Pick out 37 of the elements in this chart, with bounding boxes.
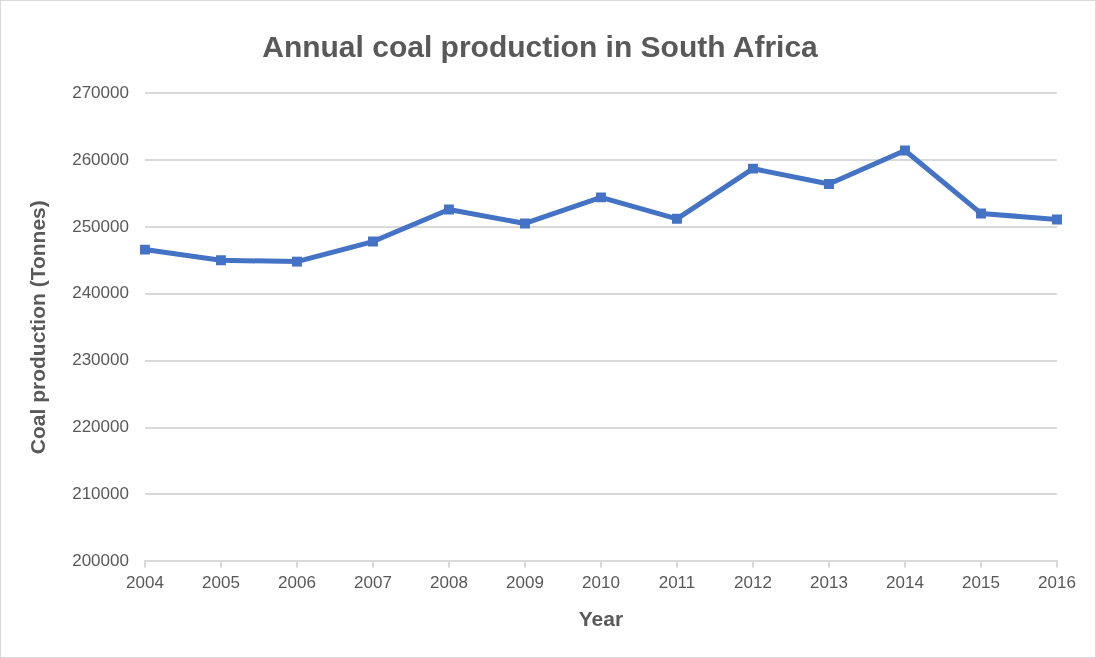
point <box>1052 214 1062 225</box>
x-tick-label: 2015 <box>962 573 1000 593</box>
x-tick-label: 2010 <box>582 573 620 593</box>
point <box>291 256 302 267</box>
y-tick-label: 250000 <box>72 216 129 236</box>
point <box>976 208 986 219</box>
y-tick-label: 230000 <box>72 350 129 370</box>
chart-title: Annual coal production in South Africa <box>262 30 819 64</box>
x-tick-label: 2006 <box>278 573 316 593</box>
x-tick-label: 2011 <box>658 573 696 593</box>
x-tick-label: 2016 <box>1038 573 1076 593</box>
y-tick-label: 260000 <box>72 149 129 169</box>
point <box>900 145 910 156</box>
x-tick-label: 2008 <box>430 573 468 593</box>
point <box>672 213 682 224</box>
point <box>368 236 378 247</box>
x-tick-label: 2014 <box>886 573 924 593</box>
x-tick-label: 2009 <box>506 573 544 593</box>
y-tick-label: 210000 <box>72 484 129 504</box>
point <box>596 192 606 203</box>
point <box>520 218 530 229</box>
y-axis-title: Coal production (Tonnes) <box>26 200 50 455</box>
point <box>748 163 758 174</box>
y-tick-label: 270000 <box>72 82 129 102</box>
y-tick-label: 240000 <box>72 283 129 303</box>
x-tick-label: 2012 <box>734 573 772 593</box>
x-tick-label: 2004 <box>126 573 164 593</box>
x-tick-label: 2007 <box>354 573 392 593</box>
x-tick-label: 2005 <box>202 573 240 593</box>
y-tick-label: 200000 <box>72 551 129 571</box>
point <box>139 244 150 255</box>
point <box>215 255 226 266</box>
x-axis-title: Year <box>578 607 624 631</box>
y-tick-label: 220000 <box>72 417 129 437</box>
point <box>444 204 454 215</box>
x-tick-label: 2013 <box>810 573 848 593</box>
point <box>824 179 834 189</box>
